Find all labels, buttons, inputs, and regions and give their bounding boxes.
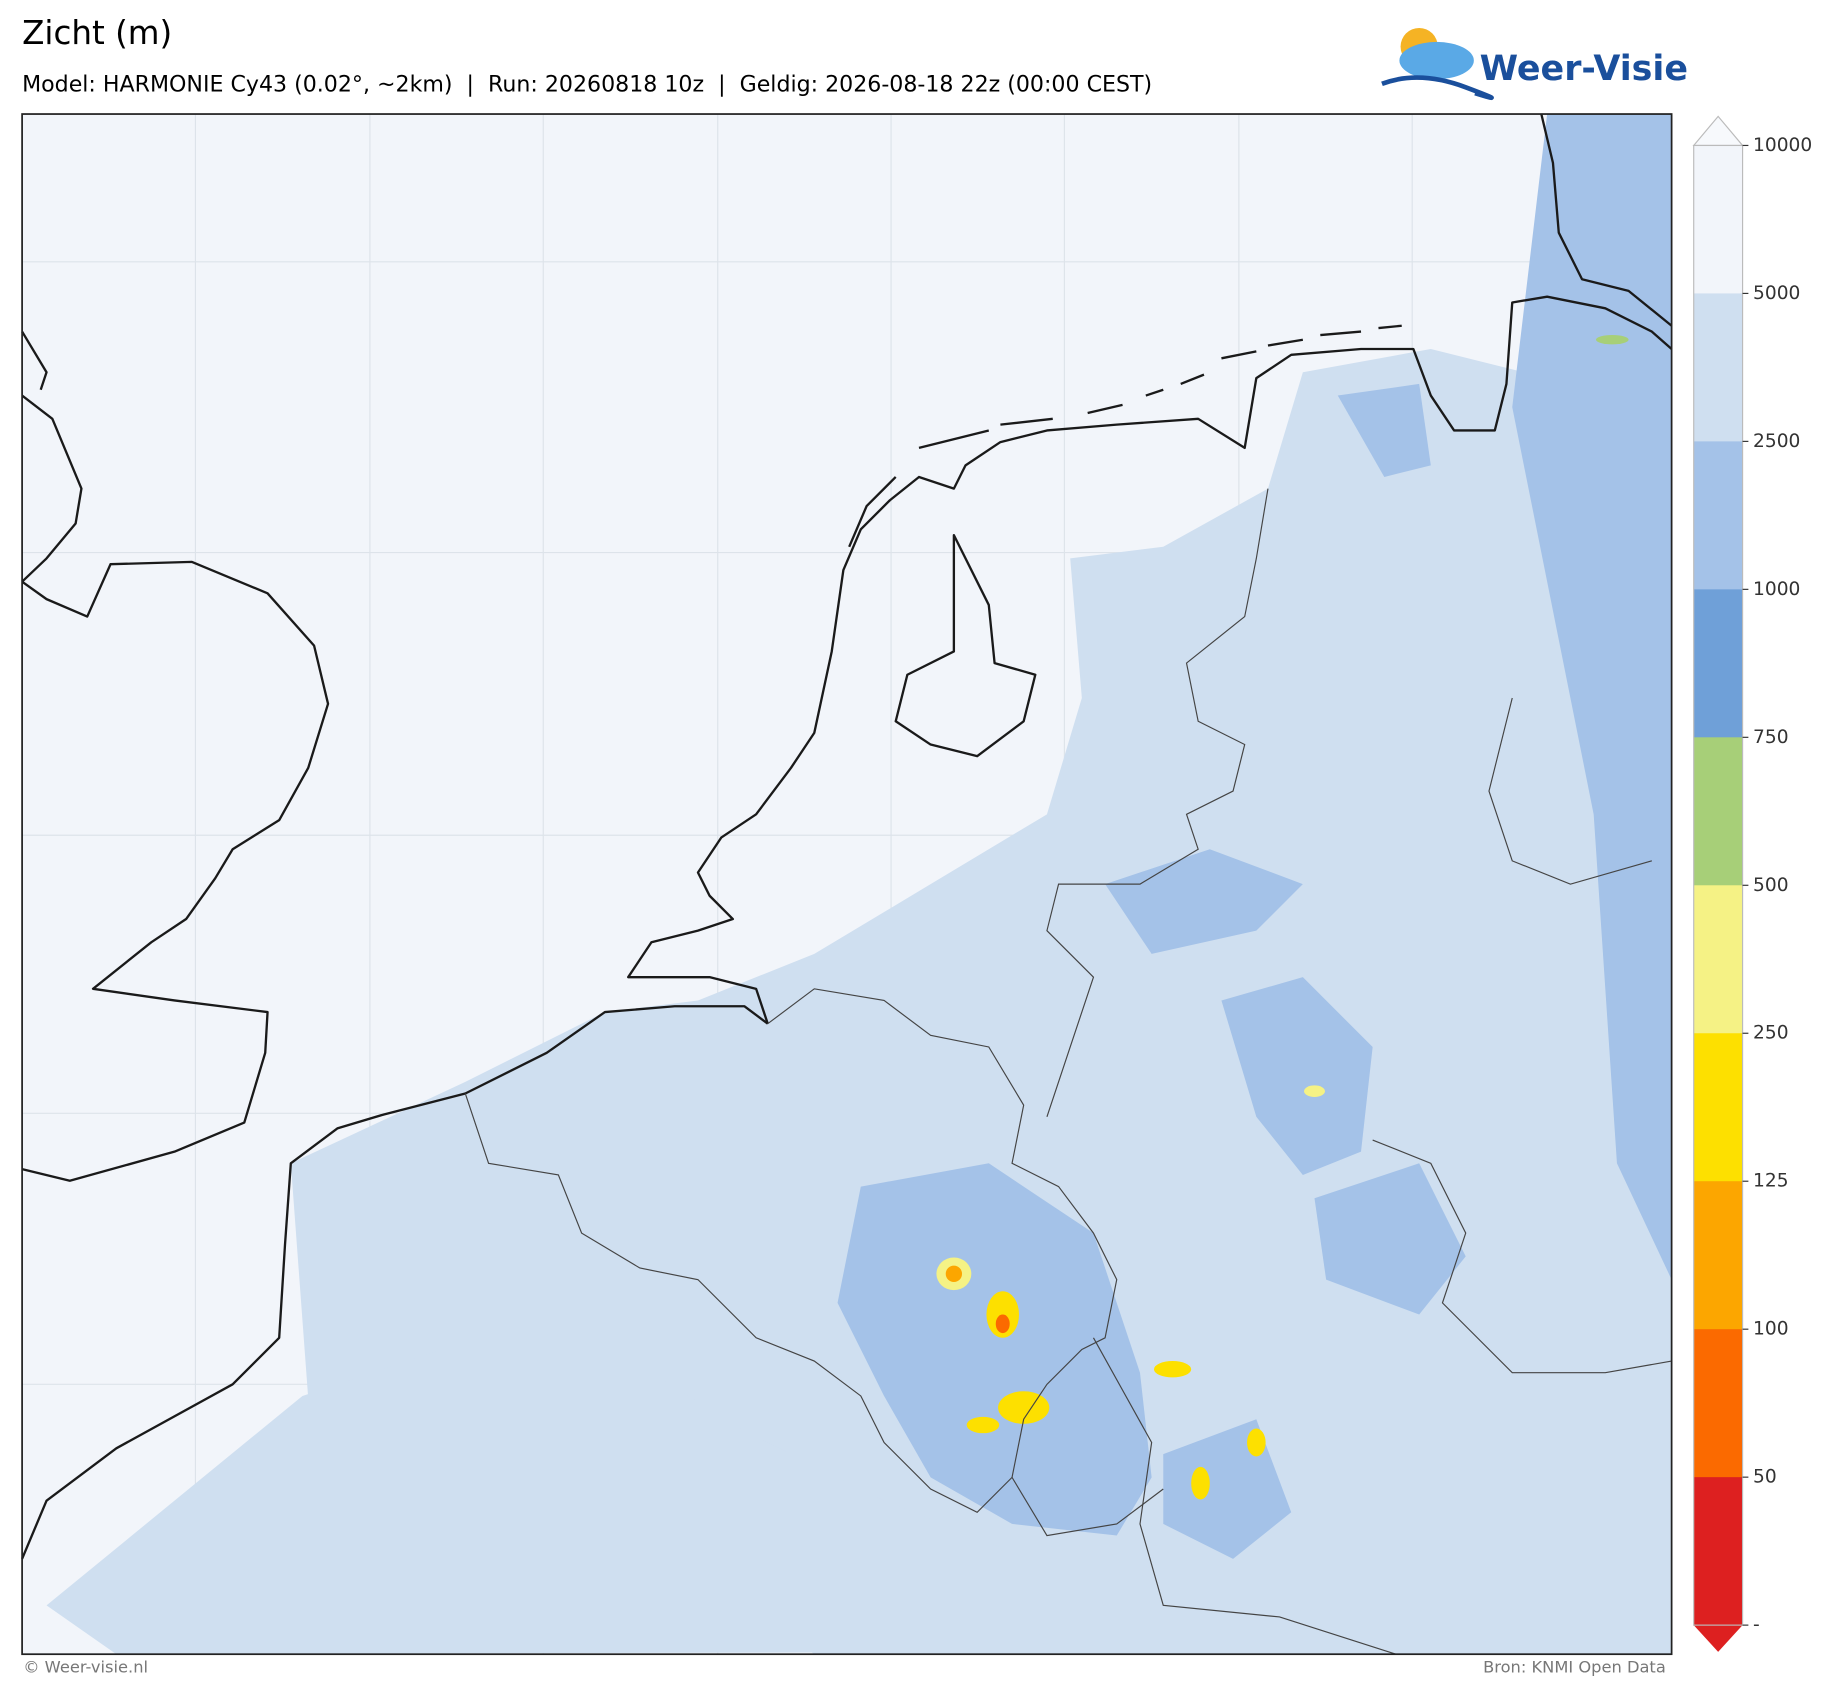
coastline [1540, 113, 1673, 327]
colorbar-tick-label: 125 [1753, 1171, 1789, 1192]
field-light [46, 1349, 1047, 1655]
border [464, 988, 1118, 1513]
title: Zicht (m) [22, 14, 172, 52]
field-low [1247, 1428, 1266, 1457]
border [1011, 1477, 1164, 1537]
island [848, 324, 1402, 548]
field-low [1596, 335, 1629, 345]
inland-water [894, 533, 1037, 758]
logo-text: Weer-Visie [1480, 49, 1688, 89]
colorbar-extension [1693, 1625, 1743, 1652]
colorbar-tick-label: 50 [1753, 1467, 1777, 1488]
border [1046, 488, 1269, 1117]
colorbar-segment [1693, 293, 1743, 442]
field-low [1191, 1466, 1210, 1500]
logo-cloud [1399, 41, 1474, 80]
colorbar-tick-label: 750 [1753, 727, 1789, 748]
coastlines [21, 113, 1673, 1560]
field-mid [837, 1163, 1152, 1536]
colorbar: 10000 5000 2500 1000 750 500 250 125 100 50 - [1692, 115, 1812, 1652]
colorbar-tick-label: 1000 [1753, 579, 1800, 600]
colorbar-extension [1692, 115, 1744, 147]
footer-source: Bron: KNMI Open Data [1483, 1658, 1666, 1677]
colorbar-segment [1693, 885, 1743, 1034]
colorbar-tick-label: 250 [1753, 1023, 1789, 1044]
colorbar-segment [1693, 589, 1743, 738]
field-mid [1314, 1163, 1466, 1315]
coastline [21, 330, 83, 583]
field-low [995, 1314, 1010, 1334]
border [1372, 697, 1672, 1374]
field-low [1153, 1361, 1192, 1378]
colorbar-segment [1693, 1477, 1743, 1626]
border [1092, 1337, 1397, 1655]
coastline [21, 560, 330, 1182]
colorbar-tick-label: - [1753, 1615, 1760, 1636]
field-mid [1337, 383, 1431, 477]
colorbar-tick-label: 2500 [1753, 431, 1800, 452]
colorbar-tick-label: 500 [1753, 875, 1789, 896]
subtitle: Model: HARMONIE Cy43 (0.02°, ~2km) | Run… [22, 71, 1152, 97]
logo-wave [1381, 75, 1494, 101]
colorbar-tick-label: 100 [1753, 1319, 1789, 1340]
footer-credit: © Weer-visie.nl [23, 1658, 148, 1677]
colorbar-segment [1693, 1033, 1743, 1182]
colorbar-tick-label: 5000 [1753, 283, 1800, 304]
colorbar-segment [1693, 145, 1743, 294]
map [21, 113, 1673, 1656]
field-low [945, 1265, 963, 1282]
coastline [627, 295, 1673, 1025]
borders [464, 488, 1672, 1655]
colorbar-segment [1693, 737, 1743, 886]
field-mid [1221, 977, 1373, 1175]
colorbar-segment [1693, 1329, 1743, 1478]
colorbar-segment [1693, 1181, 1743, 1330]
field-low [986, 1291, 1020, 1338]
visibility-field [46, 114, 1672, 1655]
coastline [21, 1005, 769, 1560]
field-low [1304, 1085, 1325, 1097]
field-low [966, 1416, 1000, 1434]
map-frame [21, 113, 1673, 1656]
colorbar-tick-label: 10000 [1753, 135, 1812, 156]
logo: Weer-Visie [1381, 27, 1688, 101]
colorbar-segment [1693, 441, 1743, 590]
field-mid [1512, 114, 1672, 1280]
